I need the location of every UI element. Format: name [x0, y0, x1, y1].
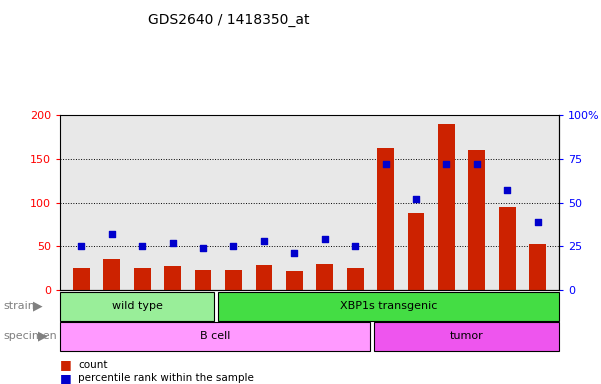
Text: count: count	[78, 360, 108, 370]
Bar	[377, 147, 394, 290]
Point	[442, 161, 451, 167]
Text: GDS2640 / 1418350_at: GDS2640 / 1418350_at	[148, 13, 309, 27]
Text: XBP1s transgenic: XBP1s transgenic	[340, 301, 437, 311]
Bar	[407, 213, 424, 290]
Bar	[225, 270, 242, 290]
Point	[502, 187, 512, 194]
Bar	[73, 268, 90, 290]
Text: ▶: ▶	[38, 330, 47, 343]
Point	[228, 243, 238, 249]
Bar	[134, 268, 151, 290]
Point	[290, 250, 299, 256]
Point	[381, 161, 391, 167]
Point	[350, 243, 360, 249]
Bar	[195, 270, 212, 290]
Bar	[164, 266, 181, 290]
Text: strain: strain	[3, 301, 35, 311]
Text: specimen: specimen	[3, 331, 56, 341]
Bar	[255, 265, 272, 290]
Point	[76, 243, 86, 249]
Bar	[103, 259, 120, 290]
Point	[533, 219, 543, 225]
Point	[320, 236, 329, 242]
FancyBboxPatch shape	[374, 322, 559, 351]
Point	[411, 196, 421, 202]
Text: ▶: ▶	[33, 300, 43, 313]
Bar	[529, 243, 546, 290]
Text: wild type: wild type	[112, 301, 163, 311]
Text: B cell: B cell	[200, 331, 230, 341]
FancyBboxPatch shape	[218, 292, 559, 321]
Text: tumor: tumor	[450, 331, 483, 341]
FancyBboxPatch shape	[60, 322, 370, 351]
Bar	[499, 207, 516, 290]
Point	[259, 238, 269, 244]
Bar	[438, 124, 455, 290]
Point	[198, 245, 208, 251]
Text: ■: ■	[60, 358, 72, 371]
Bar	[347, 268, 364, 290]
Bar	[468, 150, 485, 290]
FancyBboxPatch shape	[60, 292, 214, 321]
Point	[472, 161, 481, 167]
Text: percentile rank within the sample: percentile rank within the sample	[78, 373, 254, 383]
Bar	[286, 271, 303, 290]
Bar	[316, 264, 333, 290]
Point	[138, 243, 147, 249]
Point	[168, 240, 177, 246]
Point	[107, 231, 117, 237]
Text: ■: ■	[60, 372, 72, 384]
